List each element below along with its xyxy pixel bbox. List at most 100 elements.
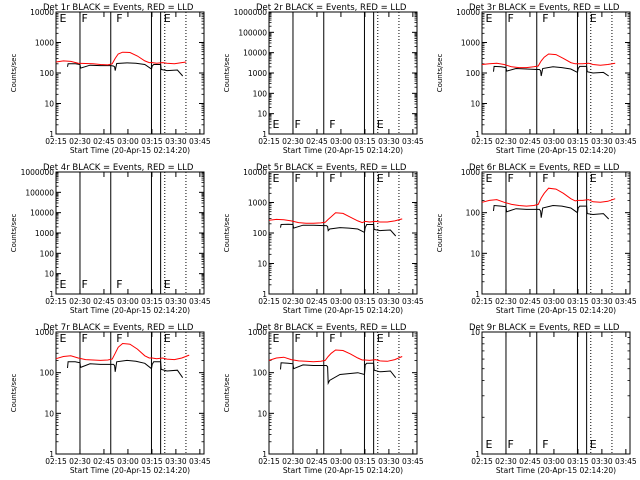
panel-det-2r: Det 2r BLACK = Events, RED = LLD 1 10 100 10… [223,3,424,155]
x-tick-label: 02:30 [282,297,304,306]
marker-label-F: F [81,12,87,25]
y-tick-label: 10000 [30,8,54,17]
y-tick-label: 10 [470,328,480,337]
y-tick-label: 100000 [238,28,267,37]
marker-label-E: E [486,438,493,451]
y-tick-label: 10 [44,409,54,418]
marker-label-E: E [273,172,280,185]
x-tick-label: 02:15 [258,297,280,306]
x-tick-label: 02:15 [258,137,280,146]
panel-title: Det 2r BLACK = Events, RED = LLD [256,3,407,13]
marker-label-F: F [116,278,122,291]
marker-label-E: E [273,332,280,345]
x-tick-label: 02:45 [306,137,328,146]
x-tick-label: 03:45 [402,297,424,306]
panel-title: Det 4r BLACK = Events, RED = LLD [43,163,194,173]
series-line-lld [55,342,190,361]
marker-label-E: E [164,278,171,291]
marker-label-E: E [164,12,171,25]
y-tick-label: 1000000 [21,168,55,177]
series-line-events [493,204,610,220]
x-tick-label: 02:30 [282,137,304,146]
marker-label-E: E [377,172,384,185]
marker-label-F: F [294,172,300,185]
x-tick-label: 02:15 [258,457,280,466]
y-tick-label: 10000 [30,209,54,218]
marker-label-F: F [542,172,548,185]
x-tick-label: 03:30 [591,137,613,146]
x-tick-label: 02:45 [519,297,541,306]
panel-title: Det 3r BLACK = Events, RED = LLD [469,3,620,13]
y-tick-label: 1000 [35,39,54,48]
y-axis-title: Counts/sec [436,54,444,93]
y-axis-title: Counts/sec [223,374,231,413]
plot-frame [268,11,418,135]
x-tick-label: 03:00 [117,297,139,306]
x-tick-label: 02:45 [519,137,541,146]
x-tick-label: 03:15 [141,137,163,146]
y-tick-label: 1 [262,450,267,459]
y-tick-label: 100000 [25,188,54,197]
marker-label-E: E [377,332,384,345]
y-tick-label: 10000 [243,49,267,58]
series-line-lld [268,349,403,363]
y-tick-label: 100 [40,69,55,78]
plot-frame [55,331,205,455]
panel-title: Det 7r BLACK = Events, RED = LLD [43,323,194,333]
x-axis-title: Start Time (20-Apr-15 02:14:20) [496,146,616,155]
marker-label-F: F [294,332,300,345]
plot-frame [481,171,631,295]
x-tick-label: 03:15 [141,297,163,306]
y-axis-title: Counts/sec [223,54,231,93]
x-tick-label: 03:30 [591,297,613,306]
y-tick-label: 1 [49,290,54,299]
panel-det-8r: Det 8r BLACK = Events, RED = LLD 1 10 100 10… [223,323,424,475]
panel-title: Det 6r BLACK = Events, RED = LLD [469,163,620,173]
panel-det-4r: Det 4r BLACK = Events, RED = LLD 1 10 100 10… [10,163,211,315]
panel-det-7r: Det 7r BLACK = Events, RED = LLD 1 10 100 10… [10,323,211,475]
y-tick-label: 1000 [248,328,267,337]
x-tick-label: 03:15 [354,457,376,466]
y-tick-label: 10 [470,100,480,109]
x-tick-label: 02:45 [306,457,328,466]
marker-label-E: E [273,118,280,131]
x-tick-label: 03:15 [567,297,589,306]
x-tick-label: 02:45 [306,297,328,306]
x-tick-label: 03:45 [615,457,637,466]
y-axis-title: Counts/sec [436,214,444,253]
x-tick-label: 02:15 [471,457,493,466]
panel-det-3r: Det 3r BLACK = Events, RED = LLD 1 10 100 10… [436,3,637,155]
x-tick-label: 03:00 [543,137,565,146]
x-tick-label: 03:00 [330,297,352,306]
panel-title: Det 9r BLACK = Events, RED = LLD [469,323,620,333]
plot-frame [268,331,418,455]
marker-label-E: E [377,118,384,131]
x-tick-label: 03:00 [543,297,565,306]
y-tick-label: 100 [466,69,481,78]
y-tick-label: 100 [40,249,55,258]
x-tick-label: 03:30 [165,297,187,306]
marker-label-F: F [294,118,300,131]
panel-title: Det 8r BLACK = Events, RED = LLD [256,323,407,333]
y-tick-label: 10000 [243,168,267,177]
panel-det-1r: Det 1r BLACK = Events, RED = LLD 1 10 100 10… [10,3,211,155]
marker-label-F: F [507,172,513,185]
marker-label-F: F [542,438,548,451]
x-tick-label: 03:00 [117,137,139,146]
x-tick-label: 03:30 [165,457,187,466]
x-tick-label: 03:45 [402,137,424,146]
series-line-lld [55,51,187,66]
marker-label-E: E [486,172,493,185]
marker-label-F: F [116,12,122,25]
y-tick-label: 1000 [461,39,480,48]
panel-title: Det 1r BLACK = Events, RED = LLD [43,3,194,13]
marker-label-E: E [60,12,67,25]
marker-label-F: F [81,278,87,291]
x-tick-label: 02:15 [471,297,493,306]
y-axis-title: Counts/sec [10,54,18,93]
x-tick-label: 03:15 [354,137,376,146]
y-tick-label: 1 [49,130,54,139]
y-tick-label: 1000000 [234,8,268,17]
y-tick-label: 1000 [35,229,54,238]
marker-label-E: E [486,12,493,25]
